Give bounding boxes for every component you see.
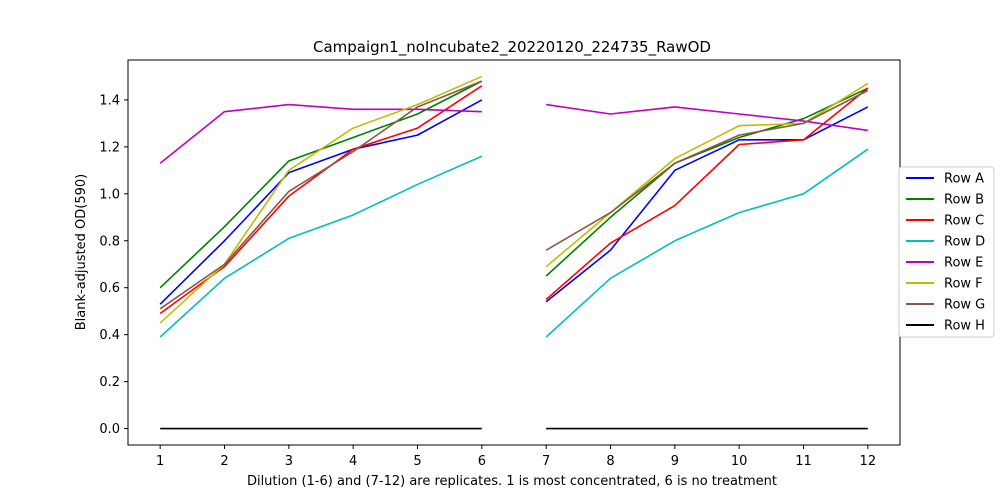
x-tick-label: 1	[156, 454, 164, 469]
legend-item-row-h: Row H	[906, 319, 985, 334]
series-line-row-a-segment-1	[159, 99, 483, 305]
series-line-row-d-segment-1	[159, 155, 483, 338]
legend-label: Row G	[944, 298, 985, 313]
series-line-row-c-segment-2	[545, 87, 869, 301]
y-tick-label: 0.2	[99, 375, 120, 390]
series-line-row-e-segment-2	[546, 103, 868, 132]
x-tick-label: 9	[671, 454, 679, 469]
legend-label: Row C	[944, 214, 984, 229]
series-line-row-g-segment-1	[159, 80, 483, 310]
legend-label: Row A	[944, 172, 984, 187]
y-tick-label: 1.4	[99, 93, 120, 108]
legend-items: Row A Row B Row C Row D Row E Row F Row G Row H	[906, 172, 985, 334]
legend-item-row-f: Row F	[906, 277, 983, 292]
x-axis-title: Dilution (1-6) and (7-12) are replicates…	[247, 474, 777, 489]
x-tick-label: 2	[220, 454, 228, 469]
plot-frame	[127, 59, 901, 446]
legend-box	[898, 166, 995, 338]
x-tick-label: 10	[731, 454, 748, 469]
x-tick-label: 11	[795, 454, 812, 469]
legend-item-row-e: Row E	[906, 256, 983, 271]
y-tick-label: 0.8	[99, 234, 120, 249]
legend: Row A Row B Row C Row D Row E Row F Row G Row H	[898, 166, 995, 338]
legend-item-row-b: Row B	[906, 193, 984, 208]
x-tick-label: 5	[413, 454, 421, 469]
x-tick-label: 6	[478, 454, 486, 469]
x-axis: 1 2 3 4 5 6 7 8 9 10 11 12	[156, 445, 876, 469]
legend-label: Row E	[944, 256, 983, 271]
legend-item-row-a: Row A	[906, 172, 984, 187]
y-tick-label: 0.6	[99, 281, 120, 296]
series-line-row-f-segment-2	[545, 82, 869, 268]
series-line-row-d-segment-2	[545, 148, 869, 338]
x-tick-label: 8	[606, 454, 614, 469]
series-line-row-a-segment-2	[545, 106, 869, 303]
x-tick-label: 4	[349, 454, 357, 469]
x-tick-label: 12	[860, 454, 877, 469]
legend-label: Row D	[944, 235, 985, 250]
series-line-row-e-segment-1	[159, 103, 482, 164]
legend-item-row-c: Row C	[906, 214, 984, 229]
plot-area	[127, 59, 901, 446]
y-tick-label: 1.0	[99, 187, 120, 202]
x-tick-label: 7	[542, 454, 550, 469]
series-line-row-g-segment-2	[545, 89, 869, 251]
series-layer	[159, 75, 869, 430]
y-tick-label: 0.0	[99, 422, 120, 437]
legend-label: Row F	[944, 277, 983, 292]
chart-title: Campaign1_noIncubate2_20220120_224735_Ra…	[313, 38, 711, 57]
series-line-row-f-segment-1	[159, 75, 483, 324]
legend-label: Row H	[944, 319, 985, 334]
y-axis: 0.0 0.2 0.4 0.6 0.8 1.0 1.2 1.4	[99, 93, 128, 437]
legend-label: Row B	[944, 193, 984, 208]
x-tick-label: 3	[285, 454, 293, 469]
y-axis-title: Blank-adjusted OD(590)	[74, 174, 89, 330]
legend-item-row-d: Row D	[906, 235, 985, 250]
y-tick-label: 1.2	[99, 140, 120, 155]
y-tick-label: 0.4	[99, 328, 120, 343]
legend-item-row-g: Row G	[906, 298, 985, 313]
series-line-row-b-segment-2	[545, 87, 869, 277]
